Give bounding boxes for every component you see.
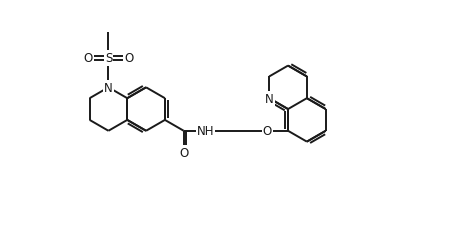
Text: NH: NH — [197, 125, 214, 138]
Text: N: N — [265, 92, 274, 105]
Text: N: N — [104, 81, 113, 94]
Text: S: S — [105, 52, 112, 65]
Text: O: O — [263, 125, 272, 138]
Text: O: O — [124, 52, 134, 65]
Text: O: O — [179, 146, 188, 159]
Text: O: O — [83, 52, 92, 65]
